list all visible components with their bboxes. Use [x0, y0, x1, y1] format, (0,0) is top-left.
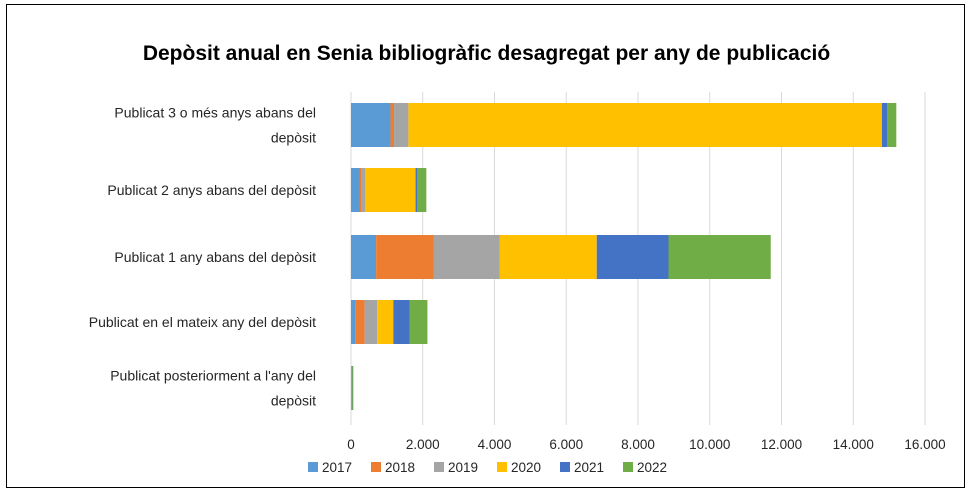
- bar-segment-2019: [394, 103, 409, 147]
- bar-segment-2022: [417, 168, 427, 212]
- legend-swatch-2019: [434, 462, 444, 472]
- bar-segment-2020: [499, 235, 597, 279]
- category-label: Publicat 2 anys abans del depòsit: [107, 182, 316, 198]
- x-tick-label: 10.000: [689, 437, 730, 452]
- chart-title: Depòsit anual en Senia bibliogràfic desa…: [142, 42, 831, 65]
- x-tick-label: 8.000: [621, 437, 655, 452]
- x-tick-label: 12.000: [761, 437, 802, 452]
- bar-segment-2019: [364, 300, 378, 344]
- bar-segment-2021: [415, 168, 418, 212]
- x-tick-label: 4.000: [478, 437, 512, 452]
- legend-swatch-2021: [560, 462, 570, 472]
- x-tick-label: 16.000: [904, 437, 945, 452]
- bar-segment-2021: [881, 103, 888, 147]
- x-tick-label: 6.000: [549, 437, 583, 452]
- legend-swatch-2018: [371, 462, 381, 472]
- bar-segment-2022: [887, 103, 897, 147]
- bar-segment-2017: [351, 168, 360, 212]
- category-label: depòsit: [271, 393, 316, 409]
- bar-segment-2018: [390, 103, 395, 147]
- legend-swatch-2020: [497, 462, 507, 472]
- bar-segment-2022: [352, 366, 354, 410]
- legend-label: 2021: [574, 460, 604, 475]
- bar-segment-2019: [361, 168, 366, 212]
- bar-segment-2017: [351, 103, 391, 147]
- x-tick-label: 0: [347, 437, 355, 452]
- category-label: Publicat en el mateix any del depòsit: [89, 314, 316, 330]
- bar-segment-2017: [351, 300, 356, 344]
- bar-segment-2019: [433, 235, 500, 279]
- legend-swatch-2017: [308, 462, 318, 472]
- category-label: Publicat 1 any abans del depòsit: [114, 249, 316, 265]
- bar-segment-2022: [668, 235, 771, 279]
- bar-segment-2020: [365, 168, 416, 212]
- bar-segment-2018: [355, 300, 365, 344]
- bar-segment-2021: [393, 300, 410, 344]
- category-label: Publicat 3 o més anys abans del: [114, 105, 316, 121]
- legend-label: 2019: [448, 460, 478, 475]
- legend-label: 2018: [385, 460, 415, 475]
- legend-label: 2022: [637, 460, 667, 475]
- legend-label: 2020: [511, 460, 541, 475]
- bar-segment-2020: [408, 103, 882, 147]
- legend-swatch-2022: [623, 462, 633, 472]
- bar-segment-2020: [377, 300, 394, 344]
- bar-segment-2021: [596, 235, 669, 279]
- category-label: depòsit: [271, 130, 316, 146]
- x-tick-label: 14.000: [833, 437, 874, 452]
- bar-segment-2017: [351, 235, 377, 279]
- bar-segment-2022: [409, 300, 428, 344]
- legend-label: 2017: [322, 460, 352, 475]
- bar-segment-2018: [376, 235, 434, 279]
- x-tick-label: 2.000: [406, 437, 440, 452]
- category-label: Publicat posteriorment a l'any del: [110, 368, 316, 384]
- bar-segment-2018: [359, 168, 362, 212]
